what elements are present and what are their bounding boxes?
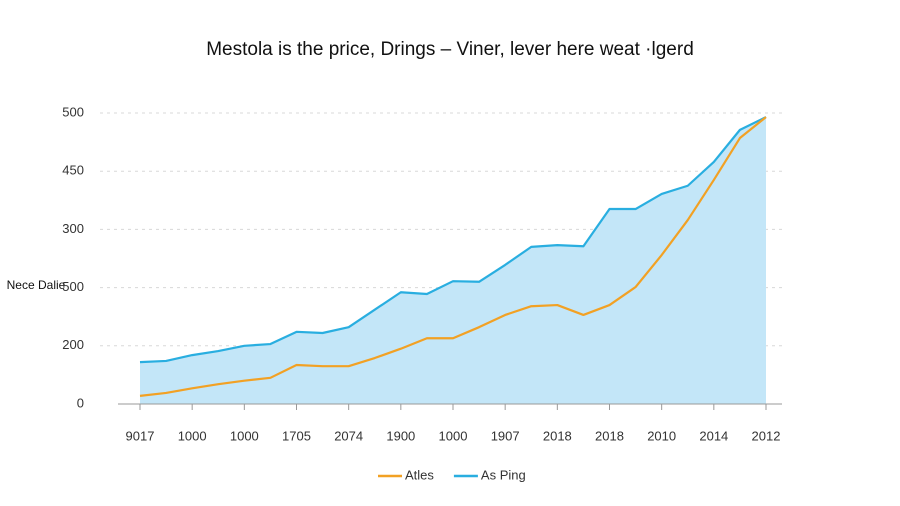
y-tick-label: 0 <box>77 395 84 410</box>
area <box>140 117 766 404</box>
y-tick-label: 500 <box>62 104 84 119</box>
x-tick-label: 2018 <box>543 428 572 443</box>
y-tick-label: 450 <box>62 163 84 178</box>
x-tick-label: 2074 <box>334 428 363 443</box>
x-tick-label: 1000 <box>178 428 207 443</box>
y-tick-label: 500 <box>62 279 84 294</box>
x-tick-label: 2014 <box>699 428 728 443</box>
y-tick-label: 200 <box>62 337 84 352</box>
chart-title: Mestola is the price, Drings – Viner, le… <box>206 39 694 60</box>
y-axis-label: Nece Dalie <box>7 278 66 292</box>
x-tick-label: 1705 <box>282 428 311 443</box>
y-tick-label: 300 <box>62 221 84 236</box>
x-tick-label: 9017 <box>126 428 155 443</box>
x-tick-label: 1000 <box>439 428 468 443</box>
x-tick-label: 2018 <box>595 428 624 443</box>
line <box>139 116 767 364</box>
x-tick-label: 2012 <box>752 428 781 443</box>
legend-label: Atles <box>405 467 434 482</box>
x-tick-label: 1000 <box>230 428 259 443</box>
x-tick-label: 1907 <box>491 428 520 443</box>
x-tick-label: 2010 <box>647 428 676 443</box>
legend-label: As Ping <box>481 467 526 482</box>
x-tick-label: 1900 <box>386 428 415 443</box>
line <box>139 116 767 397</box>
